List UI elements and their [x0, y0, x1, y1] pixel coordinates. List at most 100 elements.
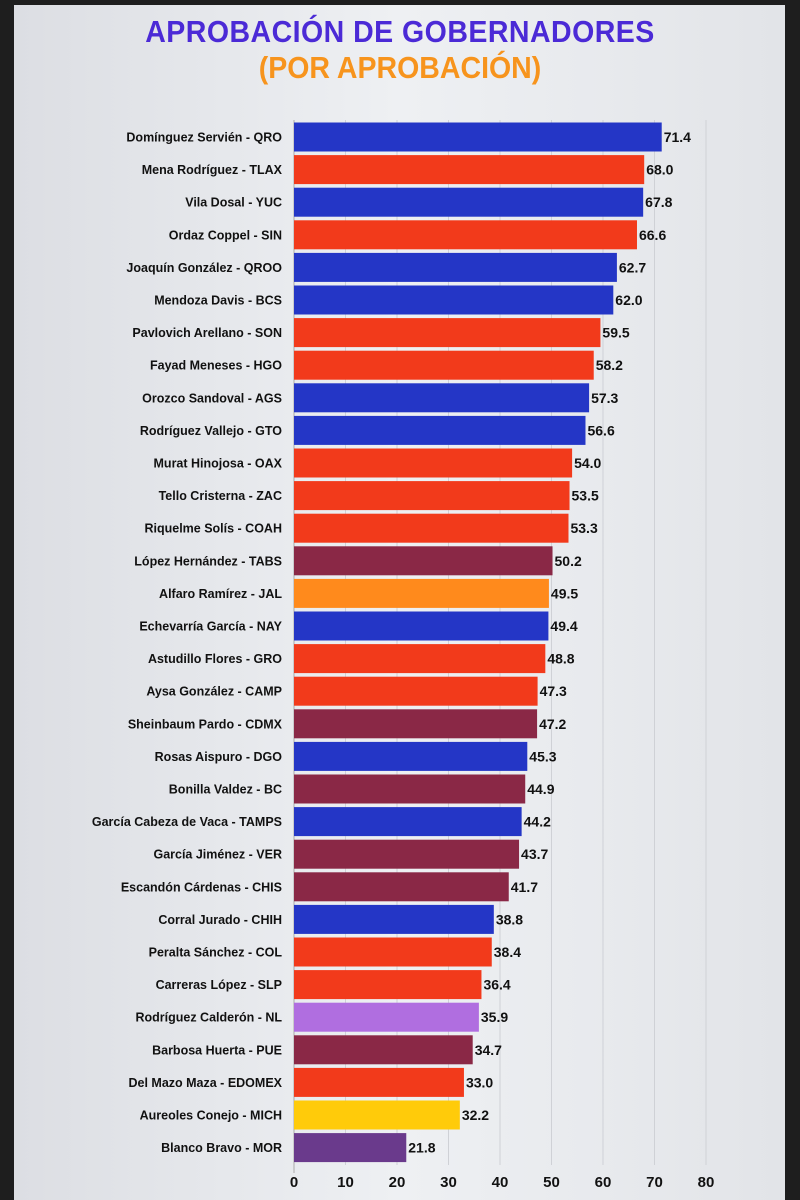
category-label: Tello Cristerna - ZAC — [159, 489, 282, 503]
data-label: 47.2 — [539, 716, 566, 732]
data-label: 49.5 — [551, 585, 578, 601]
x-tick-label: 60 — [595, 1174, 612, 1191]
data-label: 34.7 — [475, 1042, 502, 1058]
bar — [294, 970, 482, 1000]
category-label: Sheinbaum Pardo - CDMX — [128, 717, 283, 731]
data-label: 47.3 — [540, 683, 567, 699]
chart-subtitle: (POR APROBACIÓN) — [258, 50, 542, 85]
data-label: 66.6 — [639, 227, 666, 243]
bar — [294, 611, 549, 641]
data-label: 57.3 — [591, 390, 618, 406]
data-label: 71.4 — [664, 129, 691, 145]
category-label: Fayad Meneses - HGO — [150, 359, 282, 373]
data-label: 62.7 — [619, 259, 646, 275]
bar — [294, 1100, 460, 1130]
bar — [294, 904, 494, 934]
category-label: Orozco Sandoval - AGS — [142, 391, 282, 405]
category-label: Alfaro Ramírez - JAL — [159, 587, 282, 601]
data-label: 58.2 — [596, 357, 623, 373]
bar — [294, 872, 509, 902]
bar — [294, 839, 520, 869]
category-label: Blanco Bravo - MOR — [161, 1141, 282, 1155]
x-tick-label: 0 — [290, 1174, 298, 1191]
bar — [294, 807, 522, 837]
data-label: 43.7 — [521, 846, 548, 862]
bar — [294, 155, 645, 185]
data-label: 41.7 — [511, 879, 538, 895]
bar — [294, 578, 549, 608]
bar — [294, 937, 492, 967]
bar — [294, 252, 617, 282]
category-label: Murat Hinojosa - OAX — [154, 457, 283, 471]
bar — [294, 709, 538, 739]
bar — [294, 220, 637, 250]
bar — [294, 513, 569, 543]
x-tick-label: 80 — [698, 1174, 715, 1191]
data-label: 59.5 — [602, 325, 629, 341]
category-label: Del Mazo Maza - EDOMEX — [129, 1076, 283, 1090]
bar — [294, 350, 594, 380]
category-label: Carreras López - SLP — [156, 978, 282, 992]
category-label: Aureoles Conejo - MICH — [140, 1109, 282, 1123]
bar — [294, 318, 601, 348]
data-label: 44.9 — [527, 781, 554, 797]
bar — [294, 481, 570, 511]
data-label: 48.8 — [547, 651, 574, 667]
data-label: 62.0 — [615, 292, 642, 308]
category-label: Mendoza Davis - BCS — [154, 294, 282, 308]
category-label: García Jiménez - VER — [153, 848, 282, 862]
x-tick-label: 50 — [543, 1174, 560, 1191]
bar — [294, 448, 573, 478]
bar — [294, 1067, 464, 1097]
data-label: 32.2 — [462, 1107, 489, 1123]
bar — [294, 774, 526, 804]
category-label: Peralta Sánchez - COL — [149, 946, 283, 960]
data-label: 68.0 — [646, 162, 673, 178]
bar — [294, 122, 662, 152]
x-tick-label: 30 — [440, 1174, 457, 1191]
data-label: 45.3 — [529, 748, 556, 764]
bar — [294, 1002, 479, 1032]
data-label: 50.2 — [555, 553, 582, 569]
data-label: 36.4 — [483, 977, 510, 993]
category-label: Astudillo Flores - GRO — [148, 652, 282, 666]
chart-title: APROBACIÓN DE GOBERNADORES — [145, 14, 655, 49]
category-label: Aysa González - CAMP — [146, 685, 282, 699]
data-label: 56.6 — [587, 422, 614, 438]
bar — [294, 383, 590, 413]
x-tick-label: 40 — [492, 1174, 509, 1191]
data-label: 49.4 — [550, 618, 577, 634]
category-label: Barbosa Huerta - PUE — [152, 1043, 282, 1057]
category-label: Ordaz Coppel - SIN — [169, 228, 282, 242]
category-label: Rodríguez Calderón - NL — [135, 1011, 282, 1025]
category-label: Echevarría García - NAY — [139, 620, 282, 634]
category-label: Corral Jurado - CHIH — [158, 913, 282, 927]
category-label: Escandón Cárdenas - CHIS — [121, 880, 282, 894]
bar — [294, 676, 538, 706]
data-label: 44.2 — [524, 814, 551, 830]
category-label: Bonilla Valdez - BC — [169, 783, 282, 797]
data-label: 21.8 — [408, 1140, 435, 1156]
bar — [294, 187, 644, 217]
category-label: Domínguez Servién - QRO — [126, 131, 282, 145]
category-label: Pavlovich Arellano - SON — [132, 326, 282, 340]
bar — [294, 1133, 407, 1163]
category-label: Mena Rodríguez - TLAX — [142, 163, 283, 177]
x-tick-label: 20 — [389, 1174, 406, 1191]
data-label: 67.8 — [645, 194, 672, 210]
category-label: Joaquín González - QROO — [126, 261, 282, 275]
data-label: 53.5 — [572, 488, 599, 504]
data-label: 33.0 — [466, 1074, 493, 1090]
data-label: 35.9 — [481, 1009, 508, 1025]
x-tick-label: 10 — [337, 1174, 354, 1191]
bar — [294, 644, 546, 674]
data-label: 38.8 — [496, 911, 523, 927]
data-label: 53.3 — [570, 520, 597, 536]
data-label: 54.0 — [574, 455, 601, 471]
category-label: García Cabeza de Vaca - TAMPS — [92, 815, 282, 829]
category-label: López Hernández - TABS — [134, 554, 282, 568]
category-label: Rodríguez Vallejo - GTO — [140, 424, 282, 438]
bar — [294, 285, 614, 315]
bar — [294, 546, 553, 576]
